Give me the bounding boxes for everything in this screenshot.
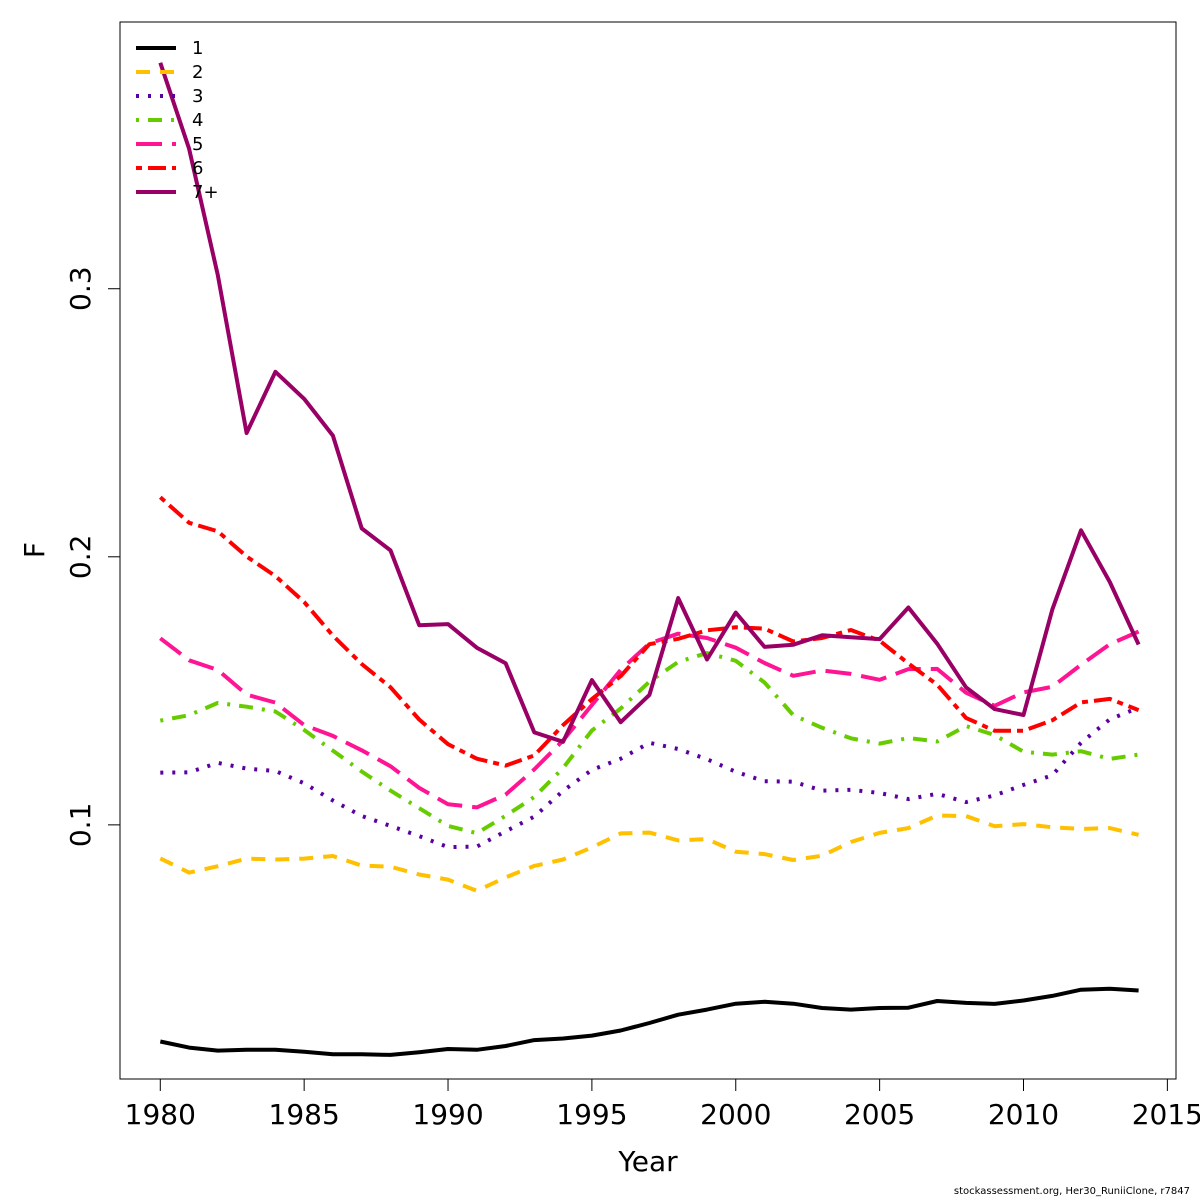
x-tick-label: 2015 [1132, 1098, 1200, 1131]
x-axis: 1980 1985 1990 1995 2000 2005 2010 2015 [125, 1078, 1200, 1131]
footer-credit: stockassessment.org, Her30_RuniiClone, r… [953, 1186, 1190, 1197]
series-line-7plus [158, 62, 1141, 744]
plot-frame [119, 21, 1177, 1080]
x-tick-label: 2010 [988, 1098, 1059, 1131]
legend-label: 5 [192, 134, 203, 155]
legend-label: 4 [192, 110, 203, 131]
y-axis: 0.1 0.2 0.3 [64, 266, 121, 848]
series-line-2 [159, 813, 1140, 893]
y-tick-label: 0.2 [64, 535, 97, 580]
y-tick-label: 0.1 [64, 803, 97, 848]
y-axis-label: F [18, 542, 51, 558]
legend: 1 2 3 4 5 6 7+ [136, 38, 219, 203]
legend-label: 1 [192, 38, 203, 59]
x-tick-label: 1985 [269, 1098, 340, 1131]
series-line-4 [159, 651, 1139, 836]
series-layer [158, 62, 1141, 1057]
series-line-3 [160, 705, 1140, 850]
x-tick-label: 1980 [125, 1098, 196, 1131]
legend-label: 2 [192, 62, 203, 83]
legend-label: 6 [192, 158, 203, 179]
series-line-6 [158, 495, 1140, 768]
x-tick-label: 2005 [844, 1098, 915, 1131]
x-tick-label: 2000 [700, 1098, 771, 1131]
y-tick-label: 0.3 [64, 266, 97, 311]
x-tick-label: 1995 [556, 1098, 627, 1131]
x-axis-label: Year [617, 1145, 678, 1178]
series-line-5 [159, 629, 1140, 810]
legend-label: 3 [192, 86, 203, 107]
series-line-1 [159, 986, 1139, 1057]
x-tick-label: 1990 [412, 1098, 483, 1131]
legend-label: 7+ [192, 182, 219, 203]
